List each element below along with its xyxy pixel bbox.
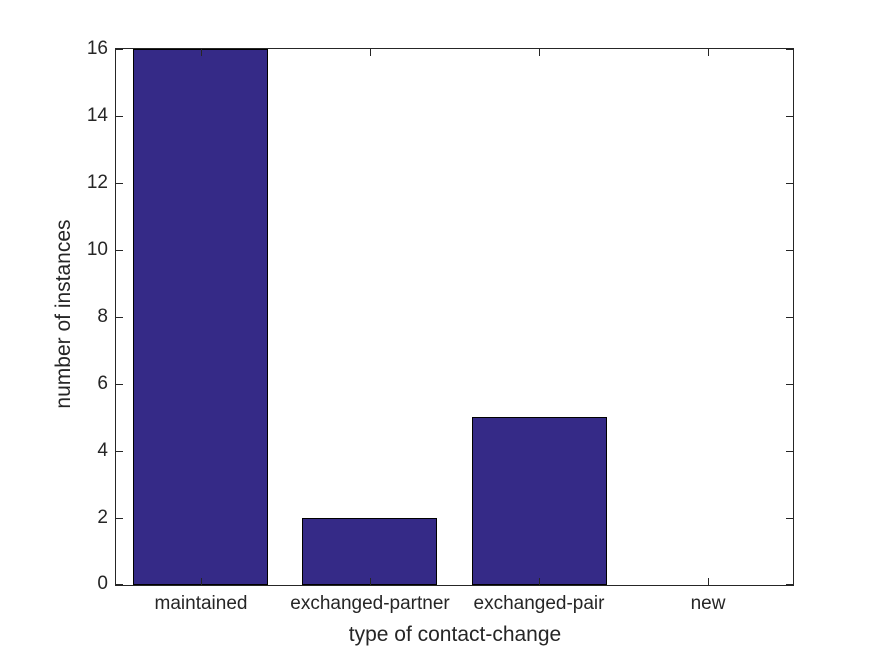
- y-tick-mark: [116, 384, 123, 385]
- bar-exchanged-pair: [472, 417, 607, 585]
- y-tick-mark: [116, 183, 123, 184]
- y-tick-mark-mirror: [786, 384, 793, 385]
- y-tick-mark: [116, 116, 123, 117]
- x-tick-label-exchanged-partner: exchanged-partner: [290, 593, 450, 614]
- y-tick-mark-mirror: [786, 518, 793, 519]
- x-tick-mark-mirror: [370, 49, 371, 56]
- bar-exchanged-partner: [302, 518, 437, 585]
- bar-maintained: [133, 49, 268, 585]
- y-tick-mark: [116, 451, 123, 452]
- y-tick-mark: [116, 317, 123, 318]
- x-tick-mark: [201, 578, 202, 585]
- y-tick-label: 4: [97, 440, 108, 461]
- x-tick-mark: [539, 578, 540, 585]
- y-tick-mark: [116, 518, 123, 519]
- y-tick-mark-mirror: [786, 250, 793, 251]
- y-tick-mark-mirror: [786, 183, 793, 184]
- x-tick-mark-mirror: [539, 49, 540, 56]
- x-tick-label-exchanged-pair: exchanged-pair: [473, 593, 605, 614]
- x-tick-mark: [708, 578, 709, 585]
- y-tick-label: 16: [86, 38, 108, 59]
- x-axis-label: type of contact-change: [348, 623, 562, 646]
- x-tick-mark-mirror: [708, 49, 709, 56]
- x-tick-mark: [370, 578, 371, 585]
- y-tick-label: 10: [86, 239, 108, 260]
- y-tick-mark-mirror: [786, 584, 793, 585]
- y-tick-label: 0: [97, 573, 108, 594]
- y-tick-mark-mirror: [786, 317, 793, 318]
- y-tick-mark-mirror: [786, 49, 793, 50]
- y-tick-mark-mirror: [786, 451, 793, 452]
- y-tick-label: 6: [97, 373, 108, 394]
- y-tick-mark-mirror: [786, 116, 793, 117]
- y-tick-label: 12: [86, 172, 108, 193]
- x-tick-label-maintained: maintained: [154, 593, 248, 614]
- x-tick-mark-mirror: [201, 49, 202, 56]
- y-tick-label: 2: [97, 507, 108, 528]
- plot-area: [115, 48, 794, 586]
- y-tick-label: 14: [86, 105, 108, 126]
- y-tick-mark: [116, 250, 123, 251]
- y-tick-mark: [116, 584, 123, 585]
- x-tick-label-new: new: [690, 593, 726, 614]
- y-tick-label: 8: [97, 306, 108, 327]
- y-tick-mark: [116, 49, 123, 50]
